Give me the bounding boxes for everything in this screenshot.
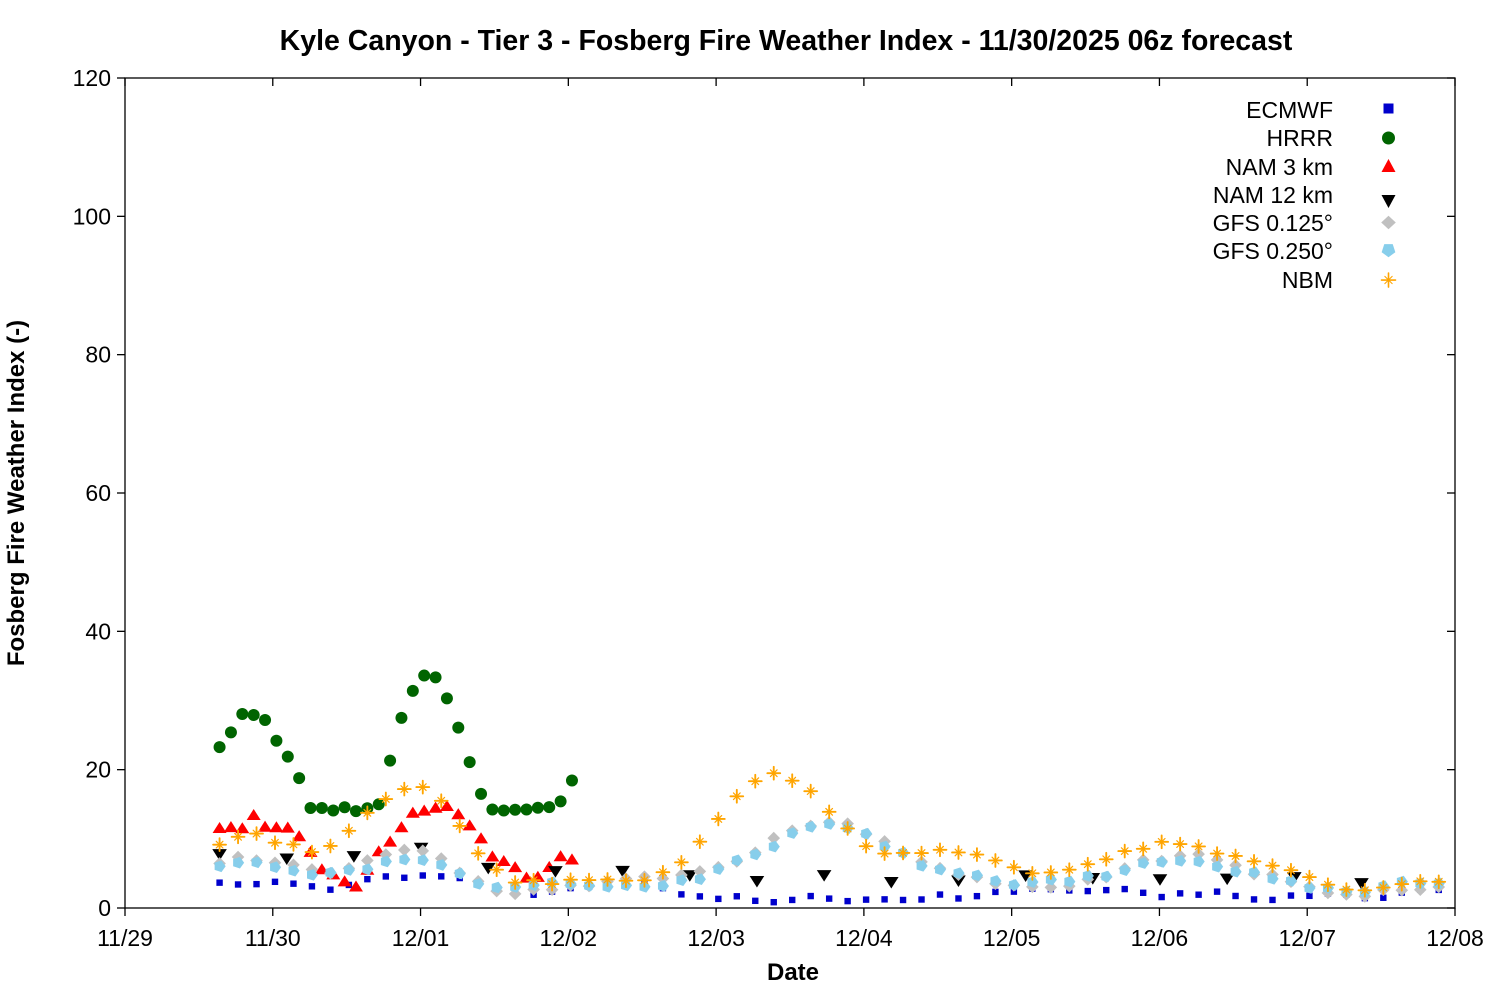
svg-text:12/08: 12/08 bbox=[1426, 925, 1484, 951]
svg-text:GFS 0.250°: GFS 0.250° bbox=[1213, 238, 1333, 264]
svg-text:12/02: 12/02 bbox=[540, 925, 598, 951]
svg-text:NAM 12 km: NAM 12 km bbox=[1213, 182, 1333, 208]
svg-text:20: 20 bbox=[85, 757, 111, 783]
svg-text:0: 0 bbox=[98, 895, 111, 921]
svg-text:12/06: 12/06 bbox=[1131, 925, 1189, 951]
svg-text:Kyle Canyon - Tier 3 - Fosberg: Kyle Canyon - Tier 3 - Fosberg Fire Weat… bbox=[280, 25, 1293, 57]
svg-text:Date: Date bbox=[767, 959, 819, 986]
svg-text:12/01: 12/01 bbox=[392, 925, 450, 951]
svg-text:12/03: 12/03 bbox=[687, 925, 745, 951]
svg-text:60: 60 bbox=[85, 480, 111, 506]
svg-text:100: 100 bbox=[73, 203, 111, 229]
svg-text:12/04: 12/04 bbox=[835, 925, 893, 951]
svg-text:GFS 0.125°: GFS 0.125° bbox=[1213, 210, 1333, 236]
svg-text:80: 80 bbox=[85, 342, 111, 368]
svg-text:12/05: 12/05 bbox=[983, 925, 1041, 951]
svg-text:11/30: 11/30 bbox=[245, 925, 301, 951]
svg-text:ECMWF: ECMWF bbox=[1246, 97, 1333, 123]
svg-text:NAM 3 km: NAM 3 km bbox=[1226, 154, 1333, 180]
svg-text:120: 120 bbox=[73, 65, 111, 91]
svg-text:40: 40 bbox=[85, 618, 111, 644]
svg-text:12/07: 12/07 bbox=[1278, 925, 1336, 951]
svg-text:11/29: 11/29 bbox=[97, 925, 153, 951]
svg-text:HRRR: HRRR bbox=[1267, 125, 1333, 151]
svg-text:NBM: NBM bbox=[1282, 267, 1333, 293]
svg-text:Fosberg Fire Weather Index (-): Fosberg Fire Weather Index (-) bbox=[3, 320, 30, 666]
